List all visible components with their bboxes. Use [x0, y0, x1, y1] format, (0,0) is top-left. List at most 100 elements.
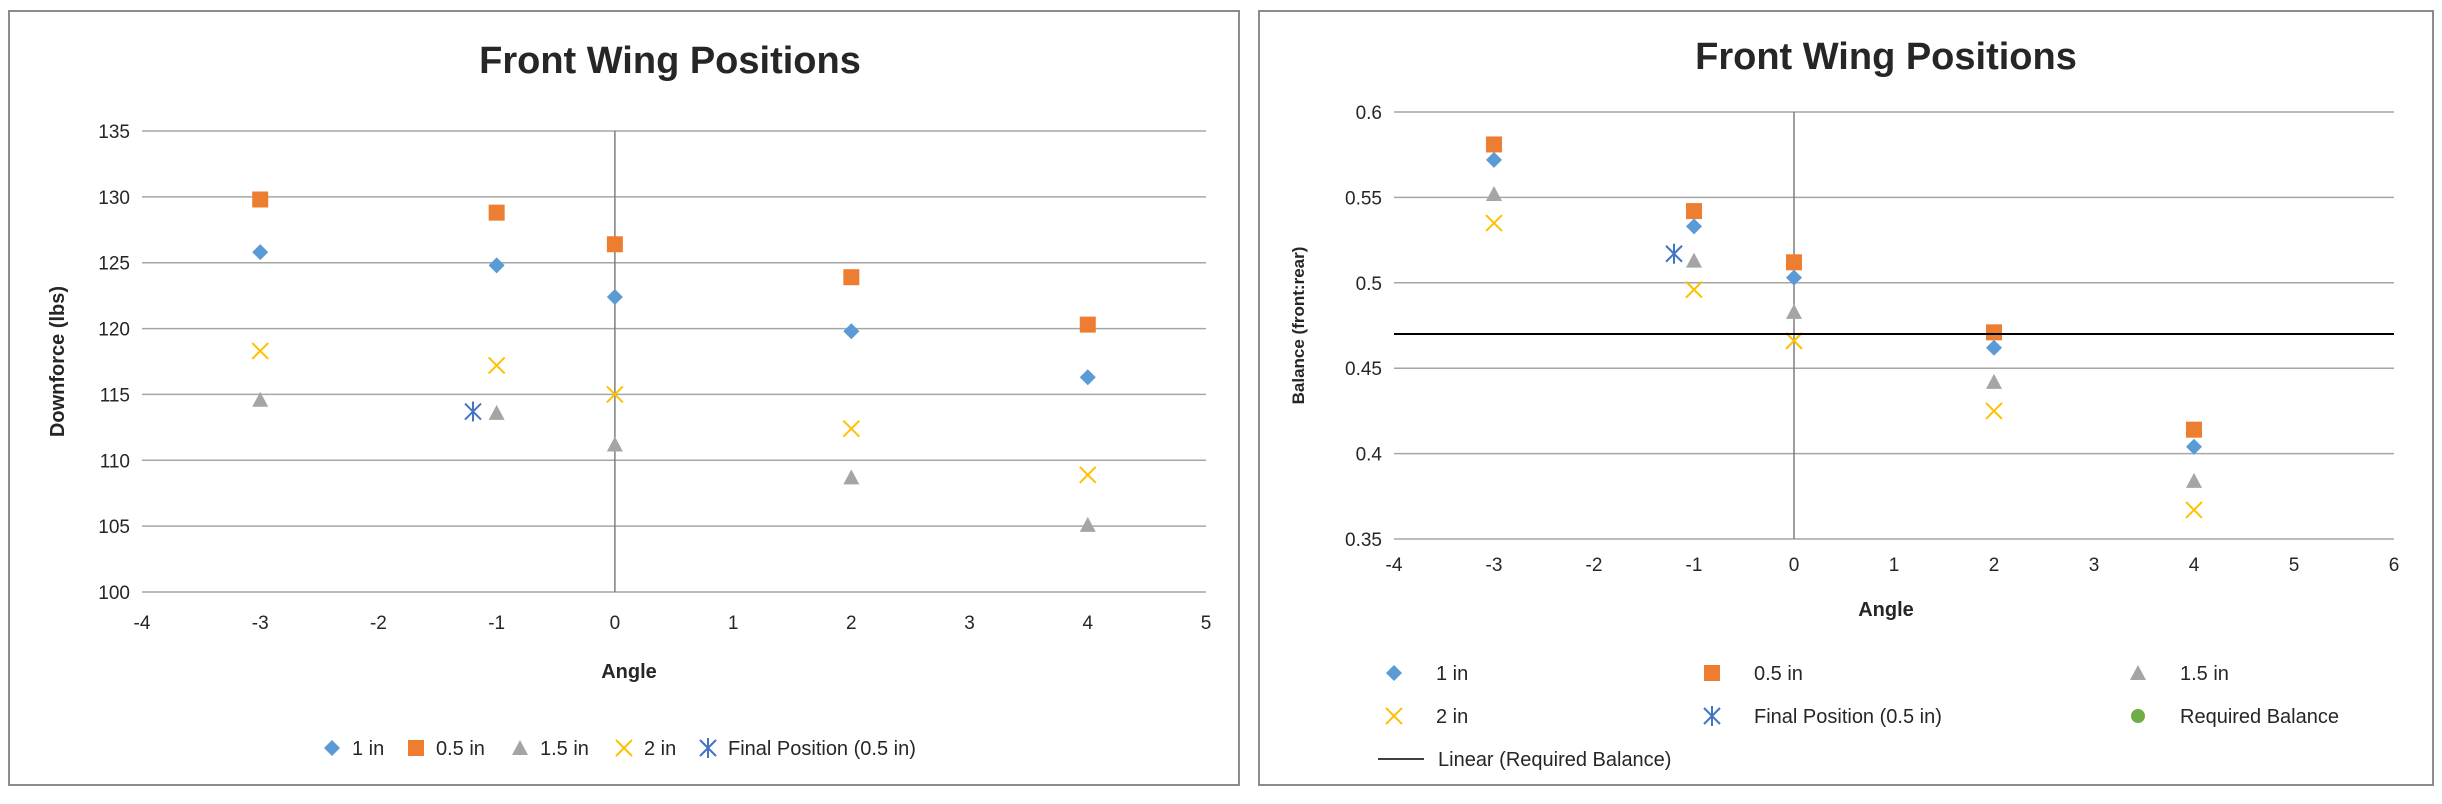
y-tick-label: 135: [98, 122, 130, 143]
legend-label-1-5-in: 1.5 in: [2180, 663, 2229, 685]
legend-label-2-in: 2 in: [644, 738, 676, 760]
legend-marker-1-in: [324, 740, 340, 756]
legend-marker-2-in: [1385, 707, 1403, 725]
x-tick-label: 4: [2189, 555, 2200, 576]
legend-label-final-position-0-5-in: Final Position (0.5 in): [728, 738, 916, 760]
x-tick-label: -4: [134, 613, 151, 634]
chart-panel-downforce: Front Wing Positions 100 105 110 115 120 125 13…: [8, 10, 1240, 786]
y-tick-label: 0.45: [1345, 359, 1382, 380]
point-1-in: [252, 244, 269, 261]
y-axis-title: Downforce (lbs): [47, 286, 69, 437]
y-tick-label: 120: [98, 320, 130, 341]
legend-label-1-in: 1 in: [1436, 663, 1468, 685]
y-axis-title: Balance (front:rear): [1289, 247, 1308, 405]
point-0-5-in: [606, 236, 623, 253]
point-1-5-in: [606, 436, 623, 452]
legend-marker-final-position-0-5-in: [1703, 706, 1721, 726]
point-1-5-in: [488, 404, 505, 420]
point-0-5-in: [1986, 324, 2002, 341]
point-0-5-in: [1686, 203, 1702, 220]
point-2-in: [2185, 501, 2203, 519]
downforce-chart: Front Wing Positions 100 105 110 115 120 125 13…: [47, 40, 1211, 760]
point-1-5-in: [1486, 185, 1502, 201]
legend-marker-required-balance: [2131, 709, 2145, 723]
point-2-in: [1685, 280, 1703, 299]
chart-title: Front Wing Positions: [1695, 36, 2077, 78]
balance-chart: Front Wing Positions 0.35 0.4 0.45 0.5 0.55 0.…: [1289, 36, 2400, 771]
x-tick-label: 0: [610, 613, 621, 634]
x-tick-label: 4: [1082, 613, 1093, 634]
point-1-5-in: [843, 469, 860, 485]
point-1-in: [1686, 218, 1702, 235]
x-tick-label: 1: [1889, 555, 1900, 576]
point-1-in: [488, 257, 505, 274]
point-1-in: [606, 288, 623, 305]
y-tick-label: 0.55: [1345, 188, 1382, 209]
point-1-in: [1079, 369, 1096, 386]
x-tick-label: -2: [1586, 555, 1603, 576]
legend-marker-0-5-in: [408, 740, 424, 756]
point-2-in: [251, 342, 269, 360]
x-axis-title: Angle: [601, 661, 657, 683]
point-1-in: [843, 323, 860, 340]
point-0-5-in: [488, 204, 505, 221]
point-2-in: [842, 419, 861, 438]
point-0-5-in: [1486, 136, 1502, 153]
point-2-in: [1785, 332, 1803, 350]
y-tick-label: 115: [100, 385, 130, 406]
point-1-in: [1786, 269, 1802, 286]
point-2-in: [487, 356, 506, 375]
x-tick-label: 5: [2289, 555, 2300, 576]
point-0-5-in: [2186, 421, 2202, 438]
x-tick-label: 3: [2089, 555, 2100, 576]
x-tick-label: 2: [846, 613, 857, 634]
y-tick-label: 100: [98, 583, 130, 604]
legend-marker-1-in: [1386, 665, 1402, 681]
legend-marker-1-5-in: [512, 740, 528, 755]
point-2-in: [606, 385, 624, 404]
point-0-5-in: [252, 191, 269, 208]
point-1-in: [1486, 151, 1502, 168]
point-1-5-in: [2186, 472, 2202, 488]
legend-label-2-in: 2 in: [1436, 706, 1468, 728]
x-axis-title: Angle: [1858, 599, 1914, 621]
chart-title: Front Wing Positions: [479, 40, 861, 82]
point-2-in: [1985, 402, 2003, 420]
x-tick-label: -2: [370, 613, 387, 634]
x-tick-label: -1: [1686, 555, 1703, 576]
legend-label-required-balance: Required Balance: [2180, 706, 2339, 728]
x-tick-label: -4: [1386, 555, 1403, 576]
legend-label-final-position-0-5-in: Final Position (0.5 in): [1754, 706, 1942, 728]
x-tick-label: -1: [488, 613, 505, 634]
x-tick-label: 2: [1989, 555, 2000, 576]
point-0-5-in: [1079, 316, 1096, 333]
point-1-5-in: [1079, 516, 1096, 532]
y-tick-label: 0.4: [1356, 445, 1383, 466]
y-tick-label: 0.6: [1356, 103, 1382, 124]
point-0-5-in: [843, 269, 860, 286]
legend-label-1-5-in: 1.5 in: [540, 738, 589, 760]
x-tick-label: -3: [252, 613, 269, 634]
chart-panel-balance: Front Wing Positions 0.35 0.4 0.45 0.5 0.55 0.…: [1258, 10, 2434, 786]
legend-marker-0-5-in: [1704, 665, 1720, 681]
x-tick-label: 6: [2389, 555, 2400, 576]
y-tick-label: 0.5: [1356, 274, 1382, 295]
point-2-in: [1485, 214, 1503, 232]
x-tick-label: -3: [1486, 555, 1503, 576]
point-final-position-0-5-in: [464, 401, 482, 422]
y-tick-label: 105: [98, 517, 130, 538]
point-1-5-in: [252, 391, 269, 407]
y-tick-label: 125: [98, 254, 130, 275]
point-1-5-in: [1986, 373, 2002, 389]
y-tick-label: 130: [98, 188, 130, 209]
legend-label-0-5-in: 0.5 in: [1754, 663, 1803, 685]
point-0-5-in: [1786, 254, 1802, 271]
legend-label-1-in: 1 in: [352, 738, 384, 760]
point-2-in: [1079, 466, 1097, 484]
point-1-in: [2186, 438, 2202, 455]
legend-marker-final-position-0-5-in: [699, 738, 717, 758]
y-tick-label: 110: [100, 451, 130, 472]
y-tick-label: 0.35: [1345, 530, 1382, 551]
legend-marker-1-5-in: [2130, 665, 2146, 680]
point-1-5-in: [1786, 303, 1802, 319]
